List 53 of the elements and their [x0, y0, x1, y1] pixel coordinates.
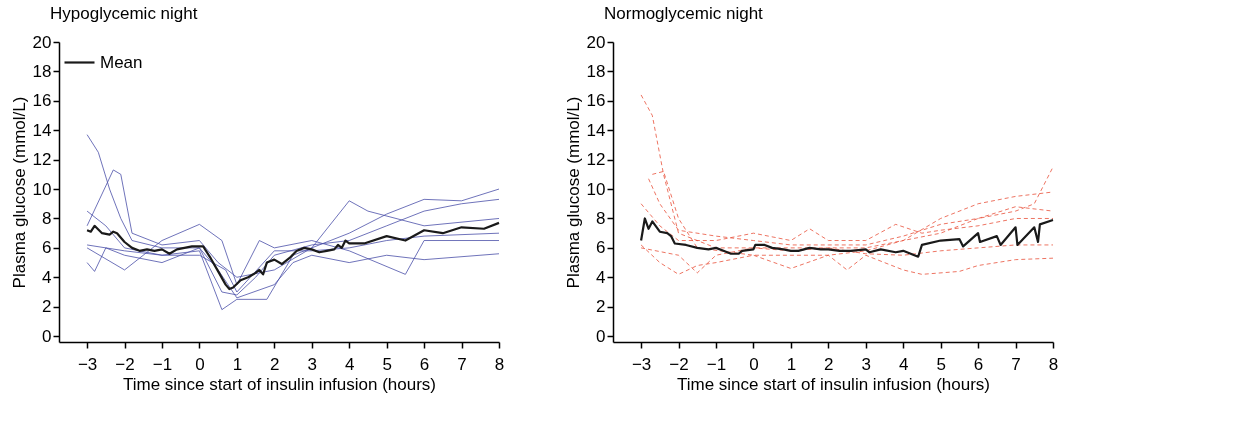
x-tick-label: 0 [749, 354, 759, 374]
x-tick-label: −3 [77, 354, 98, 374]
x-tick-label: 8 [494, 354, 505, 374]
y-tick-label: 14 [586, 120, 606, 140]
legend-label: Mean [100, 52, 143, 72]
y-tick-label: 16 [586, 91, 606, 111]
y-tick-label: 2 [42, 297, 52, 317]
x-axis-title: Time since start of insulin infusion (hours) [122, 374, 437, 394]
y-tick-label: 20 [32, 32, 52, 52]
x-tick-label: −2 [115, 354, 135, 374]
y-axis-title: Plasma glucose (mmol/L) [563, 96, 583, 289]
x-tick-label: 7 [1011, 354, 1021, 374]
x-tick-label: 4 [344, 354, 355, 374]
y-tick-label: 14 [32, 120, 52, 140]
y-tick-label: 18 [586, 61, 606, 81]
y-tick-label: 6 [596, 238, 606, 258]
x-tick-label: 6 [973, 354, 984, 374]
y-tick-label: 12 [586, 150, 606, 170]
y-tick-label: 10 [586, 179, 606, 199]
y-tick-label: 8 [42, 208, 52, 228]
x-tick-label: 1 [232, 354, 243, 374]
x-tick-label: 6 [419, 354, 430, 374]
y-axis-title: Plasma glucose (mmol/L) [9, 96, 29, 289]
y-tick-label: 2 [596, 297, 606, 317]
x-axis-title: Time since start of insulin infusion (hours) [676, 374, 991, 394]
y-tick-label: 4 [42, 267, 52, 287]
y-tick-label: 4 [596, 267, 606, 287]
x-tick-label: 4 [898, 354, 909, 374]
x-tick-label: 2 [824, 354, 834, 374]
y-tick-label: 6 [42, 238, 52, 258]
x-tick-label: 5 [382, 354, 392, 374]
x-tick-label: −1 [706, 354, 727, 374]
x-tick-label: −2 [669, 354, 689, 374]
x-tick-label: 1 [786, 354, 797, 374]
y-tick-label: 0 [42, 326, 52, 346]
y-tick-label: 12 [32, 150, 52, 170]
x-tick-label: 8 [1048, 354, 1059, 374]
y-tick-label: 16 [32, 91, 52, 111]
x-tick-label: 3 [307, 354, 317, 374]
x-tick-label: 5 [936, 354, 946, 374]
x-tick-label: 2 [270, 354, 280, 374]
y-tick-label: 10 [32, 179, 52, 199]
y-tick-label: 8 [596, 208, 606, 228]
y-tick-label: 0 [596, 326, 606, 346]
chart-title: Normoglycemic night [604, 4, 764, 23]
y-tick-label: 20 [586, 32, 606, 52]
x-tick-label: 0 [195, 354, 205, 374]
chart-title: Hypoglycemic night [50, 4, 198, 23]
x-tick-label: 7 [457, 354, 467, 374]
x-tick-label: −1 [152, 354, 173, 374]
x-tick-label: −3 [631, 354, 652, 374]
y-tick-label: 18 [32, 61, 52, 81]
x-tick-label: 3 [861, 354, 871, 374]
